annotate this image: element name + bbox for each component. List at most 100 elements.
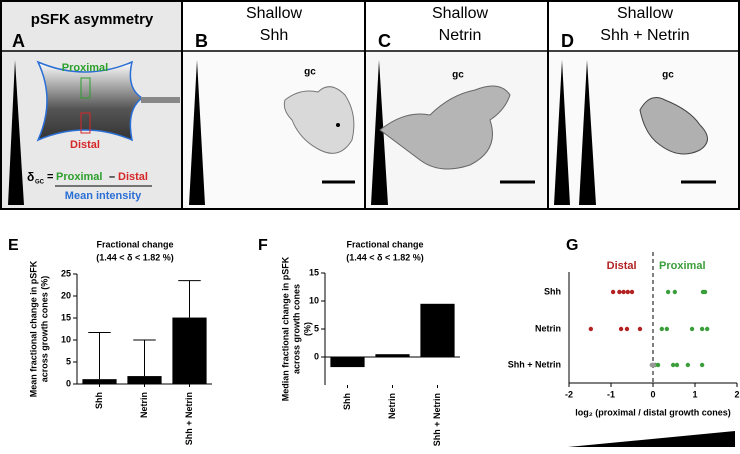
y-tick-label: 20: [61, 290, 71, 300]
y-tick-label: 10: [309, 295, 319, 305]
point: [610, 289, 616, 295]
x-axis-label: log₂ (proximal / distal growth cones): [575, 407, 731, 417]
x-tick-label: Netrin: [139, 392, 149, 418]
x-tick-label: 2: [734, 389, 739, 399]
bar: [375, 354, 410, 357]
gradient-wedge: [371, 60, 388, 205]
x-tick-label: -1: [607, 389, 615, 399]
point: [625, 289, 630, 295]
distal-roi: [80, 112, 91, 134]
gradient-wedge: [579, 60, 596, 205]
panel-label: E: [8, 237, 19, 254]
y-axis-label: (%): [302, 322, 312, 336]
chart-subtitle: (1.44 < δ < 1.82 %): [346, 252, 424, 262]
bar: [82, 379, 117, 384]
point: [699, 326, 705, 332]
proximal-roi: [80, 77, 91, 99]
row-label: Netrin: [535, 323, 561, 333]
y-tick-label: 10: [61, 334, 71, 344]
formula-minus: –: [109, 171, 115, 183]
puncta: [336, 123, 340, 127]
y-axis-label: Median fractional change in pSFK: [280, 256, 290, 401]
annotation: gc: [452, 70, 464, 81]
formula-right: Distal: [118, 171, 148, 183]
point: [618, 326, 624, 332]
bar: [127, 376, 162, 384]
point: [664, 326, 670, 332]
panel-title: pSFK asymmetry: [31, 11, 154, 28]
axon: [141, 97, 180, 103]
x-tick-label: Netrin: [387, 393, 397, 419]
frame: [0, 0, 740, 210]
point: [629, 289, 635, 295]
point: [655, 362, 661, 368]
row-label: Shh: [544, 286, 561, 296]
gradient-wedge: [568, 431, 735, 447]
bar: [330, 357, 365, 368]
y-tick-label: 5: [66, 356, 71, 366]
formula-subscript: GC: [35, 180, 45, 186]
image-d: [549, 52, 739, 209]
gradient-wedge: [8, 60, 24, 205]
growth-cone-diagram: [36, 60, 144, 142]
point: [637, 326, 643, 332]
bar: [172, 317, 207, 384]
y-tick-label: 15: [61, 312, 71, 322]
panel-label: D: [561, 31, 574, 51]
y-axis-label: across growth cones (%): [39, 276, 49, 383]
point: [670, 362, 676, 368]
point: [685, 362, 691, 368]
y-tick-label: 0: [66, 378, 71, 388]
point: [651, 362, 657, 368]
panel-label: B: [195, 31, 208, 51]
distal-label: Distal: [70, 139, 100, 151]
x-tick-label: Shh: [342, 393, 352, 410]
point: [588, 326, 594, 332]
panel-title: Shh + Netrin: [600, 27, 689, 44]
x-tick-label: Shh: [94, 392, 104, 409]
point: [704, 326, 710, 332]
panel-title: Shallow: [432, 5, 488, 22]
legend-label: Distal: [607, 260, 637, 272]
legend-label: Proximal: [659, 260, 705, 272]
bar: [420, 303, 455, 357]
panel-label: G: [566, 237, 578, 254]
y-axis-label: across growth cones: [291, 284, 301, 374]
y-tick-label: 5: [314, 323, 319, 333]
panel-title: Shallow: [617, 5, 673, 22]
growth-cone-image: [283, 86, 355, 154]
y-tick-label: 0: [314, 351, 319, 361]
point: [659, 326, 665, 332]
formula-denominator: Mean intensity: [65, 190, 142, 202]
panel-title: Shallow: [246, 5, 302, 22]
point: [617, 289, 622, 295]
chart-title: Fractional change: [346, 239, 423, 249]
point: [624, 326, 630, 332]
x-tick-label: 1: [692, 389, 697, 399]
formula-equals: =: [47, 171, 53, 183]
panel-label: F: [258, 237, 268, 254]
gradient-wedge: [189, 60, 205, 205]
growth-cone-image: [639, 97, 708, 155]
formula-delta: δ: [27, 170, 34, 184]
x-tick-label: Shh + Netrin: [432, 393, 442, 446]
chart-subtitle: (1.44 < δ < 1.82 %): [96, 252, 174, 262]
x-tick-label: -2: [565, 389, 573, 399]
y-axis-label: Mean fractional change in pSFK: [28, 260, 38, 397]
annotation: gc: [662, 70, 674, 81]
growth-cone-image: [379, 85, 511, 170]
annotation: gc: [304, 67, 316, 78]
panel-label: C: [378, 31, 391, 51]
gradient-wedge: [554, 60, 570, 205]
y-tick-label: 15: [309, 267, 319, 277]
point: [689, 326, 695, 332]
point: [621, 289, 626, 295]
point: [672, 289, 678, 295]
chart-title: Fractional change: [96, 239, 173, 249]
x-tick-label: Shh + Netrin: [184, 392, 194, 445]
x-tick-label: 0: [650, 389, 655, 399]
y-tick-label: 25: [61, 268, 71, 278]
proximal-label: Proximal: [62, 62, 108, 74]
row-label: Shh + Netrin: [508, 359, 561, 369]
